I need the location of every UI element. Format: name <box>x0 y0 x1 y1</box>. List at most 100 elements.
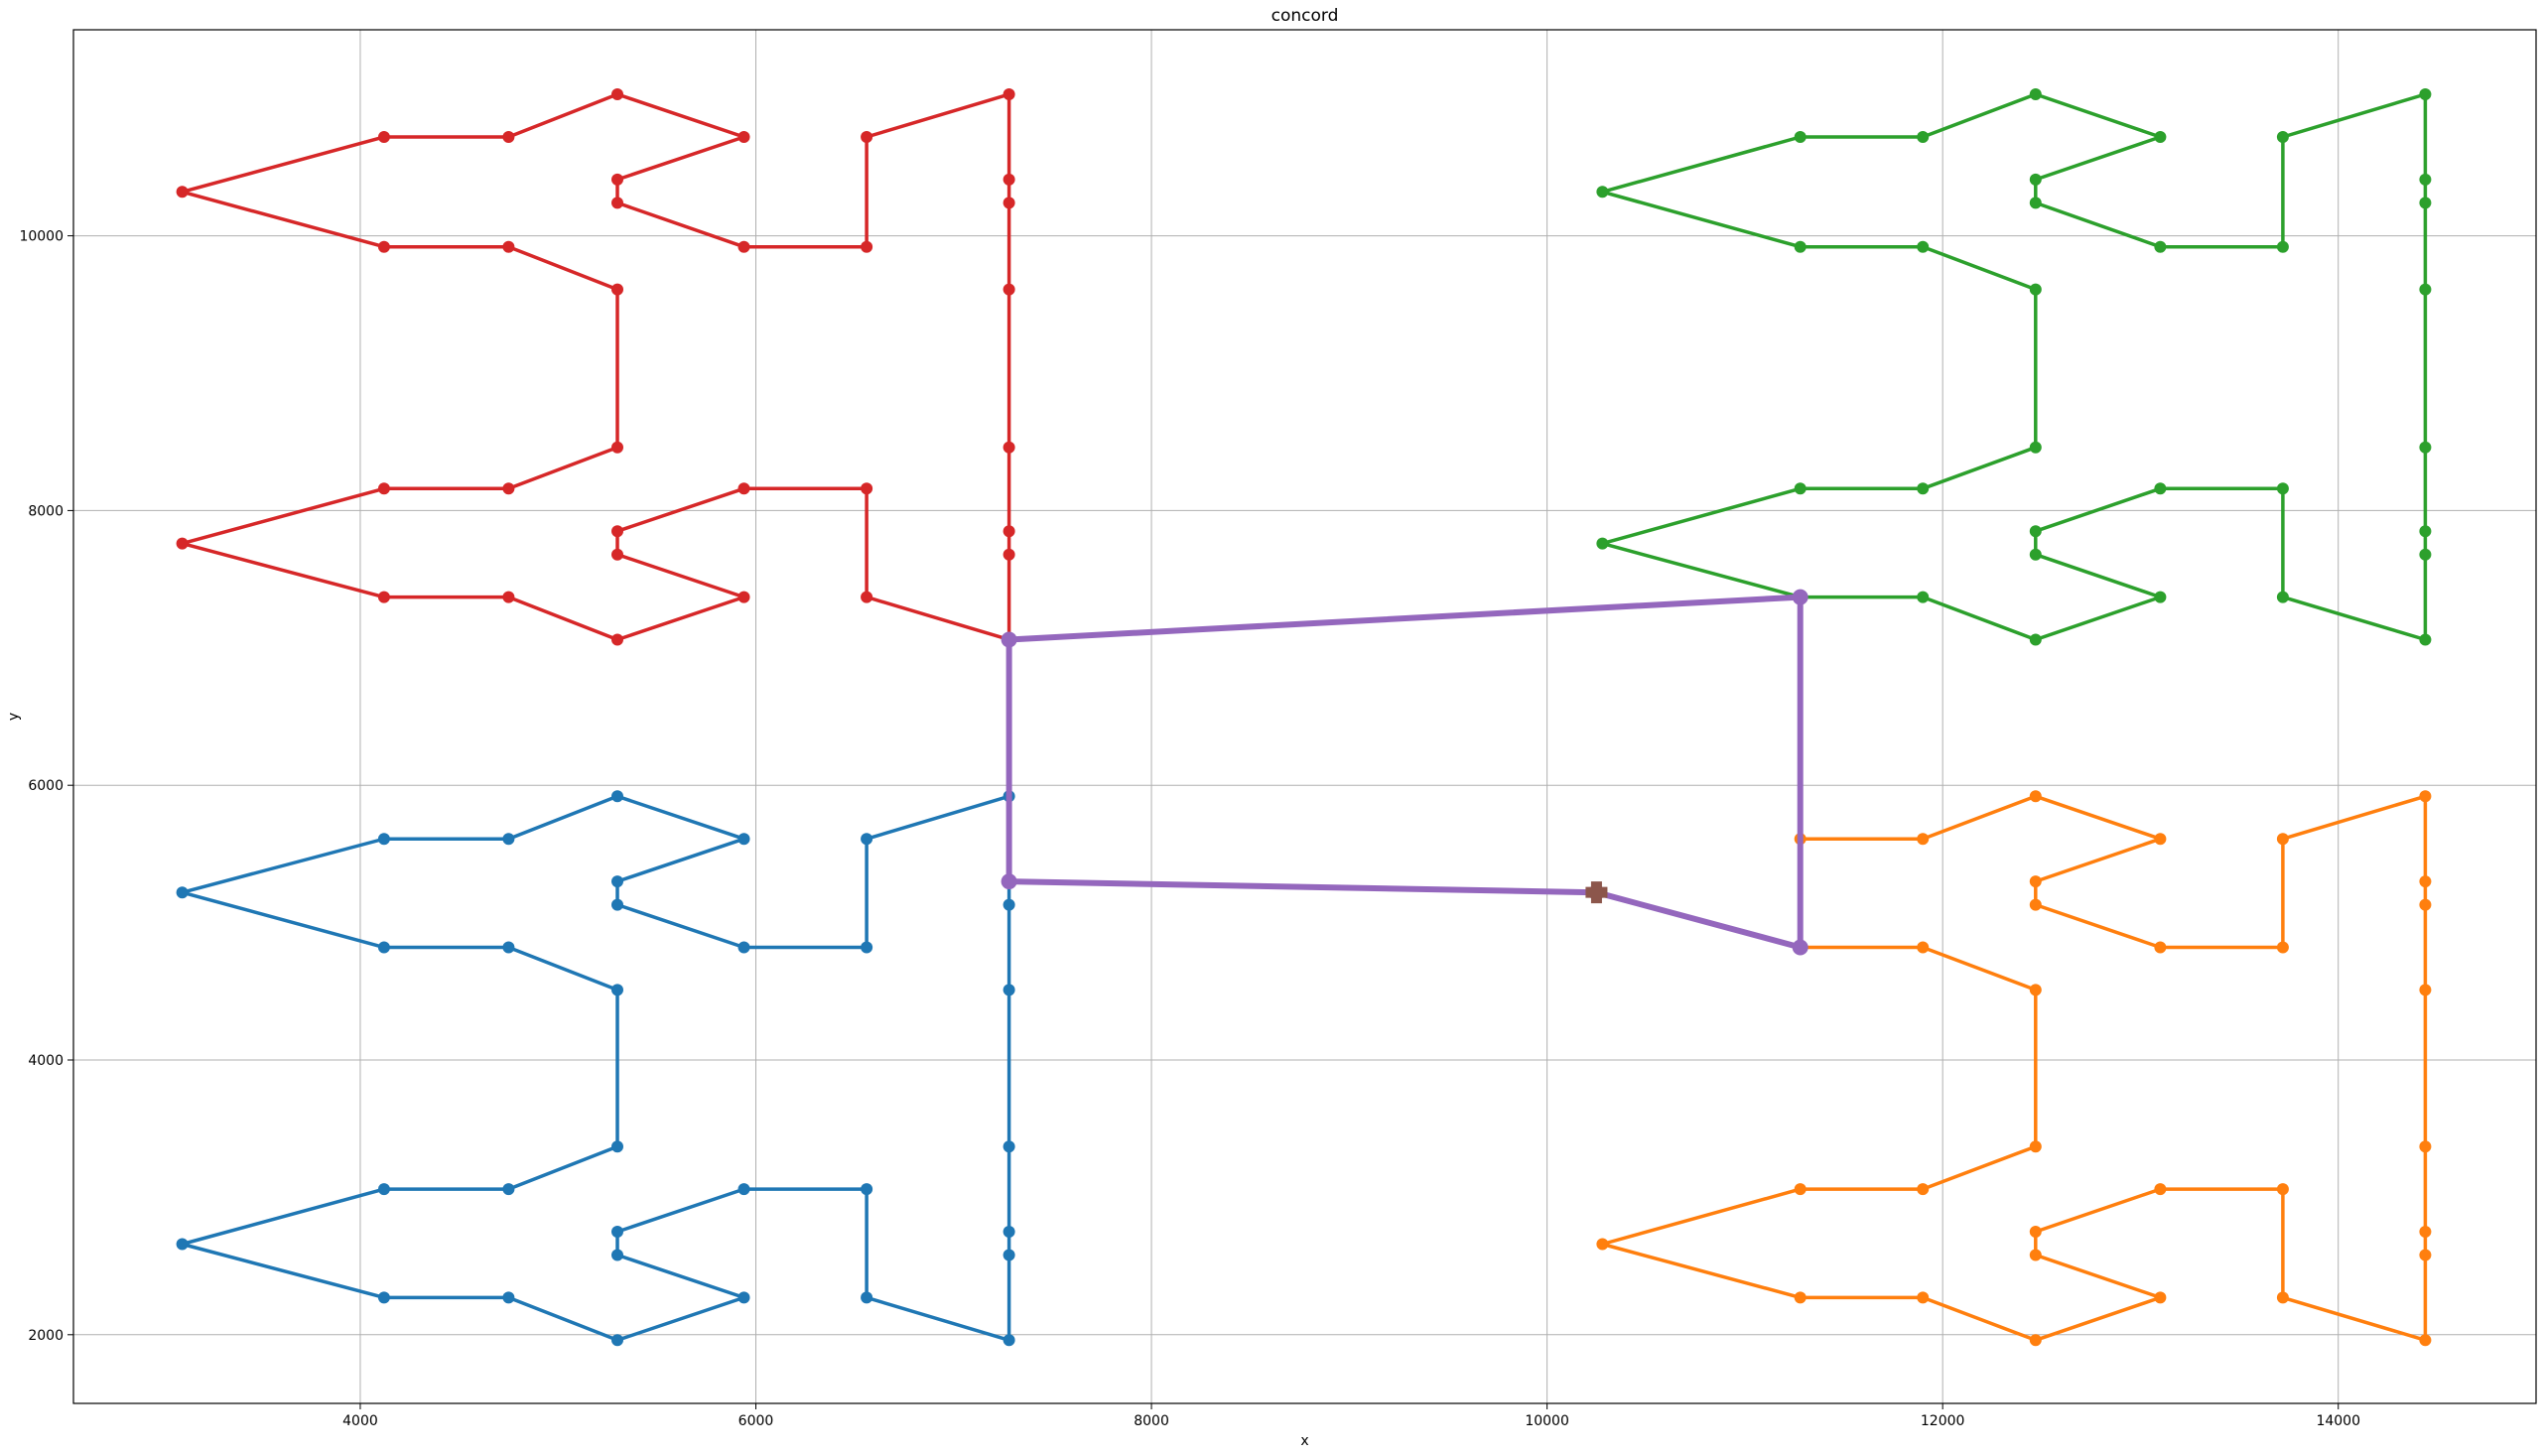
series-point <box>861 482 873 495</box>
series-point <box>2029 173 2042 186</box>
series-point <box>737 833 750 846</box>
series-point <box>2419 790 2432 803</box>
series-point <box>611 548 623 561</box>
series-point <box>2419 88 2432 100</box>
series-point <box>377 482 390 495</box>
grid-lines <box>73 30 2536 1403</box>
series-point <box>2276 941 2289 954</box>
series-point <box>1003 1226 1015 1238</box>
series-point <box>2419 1226 2432 1238</box>
series-point <box>611 1249 623 1261</box>
series-point <box>377 1291 390 1304</box>
series-point <box>1917 482 1930 495</box>
series-point <box>1794 240 1807 253</box>
series-point <box>2276 240 2289 253</box>
series-line <box>1600 794 2428 1343</box>
series-point <box>861 833 873 846</box>
y-tick-label: 8000 <box>28 503 64 519</box>
series-point <box>2419 633 2432 646</box>
series-point <box>611 441 623 454</box>
series-point <box>1792 939 1808 956</box>
series-point <box>737 941 750 954</box>
series-point <box>2419 283 2432 296</box>
series-point <box>1794 1291 1807 1304</box>
series-point <box>2154 1291 2167 1304</box>
series-point <box>1917 833 1930 846</box>
series-point <box>2419 984 2432 996</box>
series-point <box>2029 898 2042 911</box>
series-point <box>2029 875 2042 888</box>
series-point <box>2419 875 2432 888</box>
series-point <box>2029 984 2042 996</box>
x-tick-label: 4000 <box>342 1413 378 1429</box>
series-point <box>2419 441 2432 454</box>
series-point <box>1596 1238 1609 1251</box>
series-line <box>1005 594 1804 951</box>
series-point <box>2419 1140 2432 1153</box>
series-point <box>502 941 515 954</box>
series-point <box>1794 482 1807 495</box>
series-point <box>611 525 623 538</box>
series-point <box>2419 1334 2432 1347</box>
series-point <box>611 984 623 996</box>
series-point <box>861 1183 873 1196</box>
series-point <box>1003 548 1015 561</box>
series-point <box>2419 525 2432 538</box>
series-point <box>2276 1183 2289 1196</box>
series-point <box>2154 833 2167 846</box>
series-point <box>611 1226 623 1238</box>
series-point <box>861 1291 873 1304</box>
series-point <box>2419 1249 2432 1261</box>
series-point <box>2029 88 2042 100</box>
series-point <box>2029 283 2042 296</box>
series-point <box>176 186 189 199</box>
series-point <box>2154 240 2167 253</box>
series-point <box>1917 941 1930 954</box>
series-point <box>377 833 390 846</box>
series-point <box>737 1183 750 1196</box>
series-point <box>2154 591 2167 603</box>
series-point <box>377 240 390 253</box>
chart-title: concord <box>1272 6 1339 26</box>
y-tick-label: 4000 <box>28 1053 64 1069</box>
series-point <box>2029 1249 2042 1261</box>
axis-ticks: 4000 6000 8000 10000 12000 14000 2000 4000 6000 8… <box>19 229 2360 1429</box>
series-point <box>176 886 189 899</box>
series-point <box>611 1334 623 1347</box>
series-point <box>2154 1183 2167 1196</box>
series-point <box>377 941 390 954</box>
series-point <box>611 790 623 803</box>
series-point <box>1003 525 1015 538</box>
series-point <box>2029 1140 2042 1153</box>
series-point <box>611 283 623 296</box>
series-point <box>2419 173 2432 186</box>
series-point <box>611 898 623 911</box>
series-point <box>1794 131 1807 143</box>
series-point <box>502 131 515 143</box>
series-point <box>1003 1334 1015 1347</box>
series-point <box>2154 941 2167 954</box>
series-point <box>502 482 515 495</box>
series-point <box>611 633 623 646</box>
series-point <box>611 88 623 100</box>
series-point <box>502 240 515 253</box>
y-axis-label: y <box>6 713 22 721</box>
series-point <box>611 173 623 186</box>
series-point <box>2276 591 2289 603</box>
series-point <box>2029 633 2042 646</box>
series-point <box>1001 631 1017 648</box>
series-point <box>1001 873 1017 890</box>
series-point <box>2029 441 2042 454</box>
series-point <box>737 240 750 253</box>
series-point <box>1792 589 1808 605</box>
series-point <box>502 1291 515 1304</box>
x-tick-label: 6000 <box>738 1413 774 1429</box>
series-point <box>377 591 390 603</box>
series-point <box>502 591 515 603</box>
series-point <box>2154 131 2167 143</box>
series-point <box>737 1291 750 1304</box>
plot-area-frame <box>72 29 2537 1404</box>
series-point <box>861 240 873 253</box>
